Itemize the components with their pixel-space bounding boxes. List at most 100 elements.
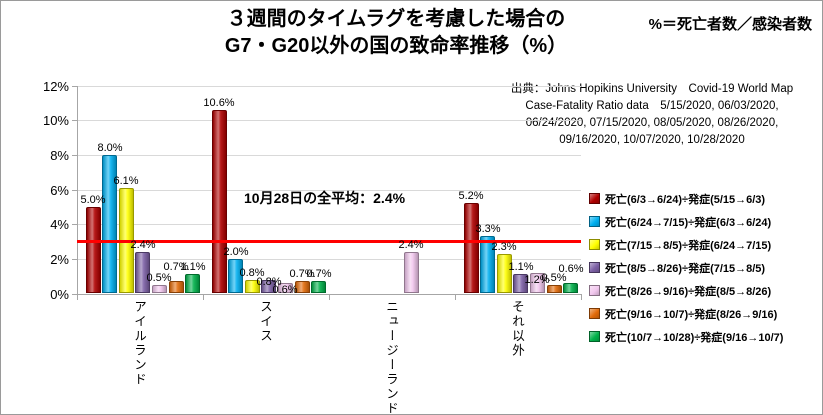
bar-それ以外-s6 xyxy=(547,285,562,293)
average-annotation: 10月28日の全平均：2.4% xyxy=(244,190,406,206)
source-citation: 出典：Johns Hopikins University Covid-19 Wo… xyxy=(486,81,818,149)
legend-item-6: 死亡(9/16→10/7)÷発症(8/26→9/16) xyxy=(589,302,783,325)
bar-value-label: 0.8% xyxy=(256,276,282,288)
bar-スイス-s3 xyxy=(245,280,260,293)
bar-スイス-s7 xyxy=(311,281,326,293)
gridline xyxy=(77,259,581,260)
bar-スイス-s1 xyxy=(212,110,227,293)
bar-スイス-s4 xyxy=(261,280,276,293)
legend-label: 死亡(9/16→10/7)÷発症(8/26→9/16) xyxy=(605,308,778,321)
bar-アイルランド-s1 xyxy=(86,207,101,293)
legend-label: 死亡(8/26→9/16)÷発症(8/5→8/26) xyxy=(605,285,772,298)
source-line-3: 06/24/2020, 07/15/2020, 08/05/2020, 08/2… xyxy=(525,117,779,129)
bar-それ以外-s1 xyxy=(464,203,479,293)
category-tick xyxy=(329,294,330,300)
bar-value-label: 1.1% xyxy=(180,261,206,273)
bar-アイルランド-s5 xyxy=(152,285,167,293)
bar-value-label: 0.6% xyxy=(558,263,584,275)
bar-それ以外-s3 xyxy=(497,254,512,293)
bar-それ以外-s2 xyxy=(480,236,495,293)
bar-アイルランド-s7 xyxy=(185,274,200,293)
bar-ニュージーランド-s5 xyxy=(404,252,419,293)
gridline xyxy=(77,155,581,156)
legend-swatch-icon xyxy=(589,262,600,273)
chart-title: ３週間のタイムラグを考慮した場合の G7・G20以外の国の致命率推移（%） xyxy=(166,6,626,60)
bar-value-label: 1.2% xyxy=(524,274,550,286)
y-axis-label: 2% xyxy=(50,252,69,267)
bar-それ以外-s4 xyxy=(513,274,528,293)
bar-value-label: 0.5% xyxy=(541,272,567,284)
gridline xyxy=(77,190,581,191)
y-axis-label: 0% xyxy=(50,287,69,302)
bar-value-label: 3.3% xyxy=(475,223,501,235)
source-line-1: 出典：Johns Hopikins University Covid-19 Wo… xyxy=(510,83,794,95)
y-axis-tick xyxy=(72,155,77,156)
bar-value-label: 2.3% xyxy=(491,241,517,253)
legend-swatch-icon xyxy=(589,239,600,250)
bar-スイス-s6 xyxy=(295,281,310,293)
legend-item-5: 死亡(8/26→9/16)÷発症(8/5→8/26) xyxy=(589,279,783,302)
legend-label: 死亡(10/7→10/28)÷発症(9/16→10/7) xyxy=(605,331,784,344)
legend-label: 死亡(6/24→7/15)÷発症(6/3→6/24) xyxy=(605,216,772,229)
legend-swatch-icon xyxy=(589,193,600,204)
legend: 死亡(6/3→6/24)÷発症(5/15→6/3) 死亡(6/24→7/15)÷発… xyxy=(589,187,783,348)
y-axis-label: 4% xyxy=(50,217,69,232)
y-axis-tick xyxy=(72,86,77,87)
bar-value-label: 5.0% xyxy=(80,194,106,206)
y-axis-tick xyxy=(72,294,77,295)
category-label-1: アイルランド xyxy=(132,300,146,387)
category-tick xyxy=(203,294,204,300)
category-label-2: スイス xyxy=(258,300,272,344)
bar-それ以外-s7 xyxy=(563,283,578,293)
formula-note: %＝死亡者数／感染者数 xyxy=(648,16,812,33)
bar-アイルランド-s2 xyxy=(102,155,117,293)
y-axis-label: 12% xyxy=(42,79,69,94)
y-axis-tick xyxy=(72,120,77,121)
bar-value-label: 1.1% xyxy=(508,261,534,273)
bar-それ以外-s5 xyxy=(530,273,545,293)
legend-item-7: 死亡(10/7→10/28)÷発症(9/16→10/7) xyxy=(589,325,783,348)
legend-label: 死亡(6/3→6/24)÷発症(5/15→6/3) xyxy=(605,193,766,206)
category-tick xyxy=(581,294,582,300)
chart-title-line1: ３週間のタイムラグを考慮した場合の xyxy=(226,8,566,30)
legend-item-2: 死亡(6/24→7/15)÷発症(6/3→6/24) xyxy=(589,210,783,233)
legend-item-3: 死亡(7/15→8/5)÷発症(6/24→7/15) xyxy=(589,233,783,256)
source-line-4: 09/16/2020, 10/07/2020, 10/28/2020 xyxy=(559,134,745,146)
bar-value-label: 0.6% xyxy=(272,284,298,296)
bar-value-label: 0.7% xyxy=(306,268,332,280)
y-axis-tick xyxy=(72,259,77,260)
bar-value-label: 0.7% xyxy=(163,261,189,273)
category-tick xyxy=(455,294,456,300)
legend-label: 死亡(7/15→8/5)÷発症(6/24→7/15) xyxy=(605,239,772,252)
bar-value-label: 5.2% xyxy=(458,190,484,202)
y-axis-tick xyxy=(72,224,77,225)
category-label-3: ニュージーランド xyxy=(384,300,398,415)
bar-value-label: 2.4% xyxy=(398,239,424,251)
y-axis-label: 6% xyxy=(50,183,69,198)
average-reference-line xyxy=(77,240,581,243)
legend-swatch-icon xyxy=(589,308,600,319)
legend-swatch-icon xyxy=(589,216,600,227)
legend-label: 死亡(8/5→8/26)÷発症(7/15→8/5) xyxy=(605,262,766,275)
bar-value-label: 6.1% xyxy=(113,175,139,187)
legend-swatch-icon xyxy=(589,331,600,342)
bar-value-label: 10.6% xyxy=(203,97,235,109)
chart-title-line2: G7・G20以外の国の致命率推移（%） xyxy=(224,35,568,57)
gridline xyxy=(77,120,581,121)
category-label-4: それ以外 xyxy=(510,300,524,358)
bar-スイス-s5 xyxy=(278,283,293,293)
y-axis-label: 8% xyxy=(50,148,69,163)
source-line-2: Case-Fatality Ratio data 5/15/2020, 06/0… xyxy=(525,100,779,112)
y-axis-line xyxy=(77,86,78,300)
legend-item-1: 死亡(6/3→6/24)÷発症(5/15→6/3) xyxy=(589,187,783,210)
legend-item-4: 死亡(8/5→8/26)÷発症(7/15→8/5) xyxy=(589,256,783,279)
bar-アイルランド-s4 xyxy=(135,252,150,293)
bar-value-label: 2.4% xyxy=(130,239,156,251)
y-axis-label: 10% xyxy=(42,113,69,128)
bar-value-label: 2.0% xyxy=(223,246,249,258)
bar-スイス-s2 xyxy=(228,259,243,293)
y-axis-tick xyxy=(72,190,77,191)
bar-value-label: 8.0% xyxy=(97,142,123,154)
